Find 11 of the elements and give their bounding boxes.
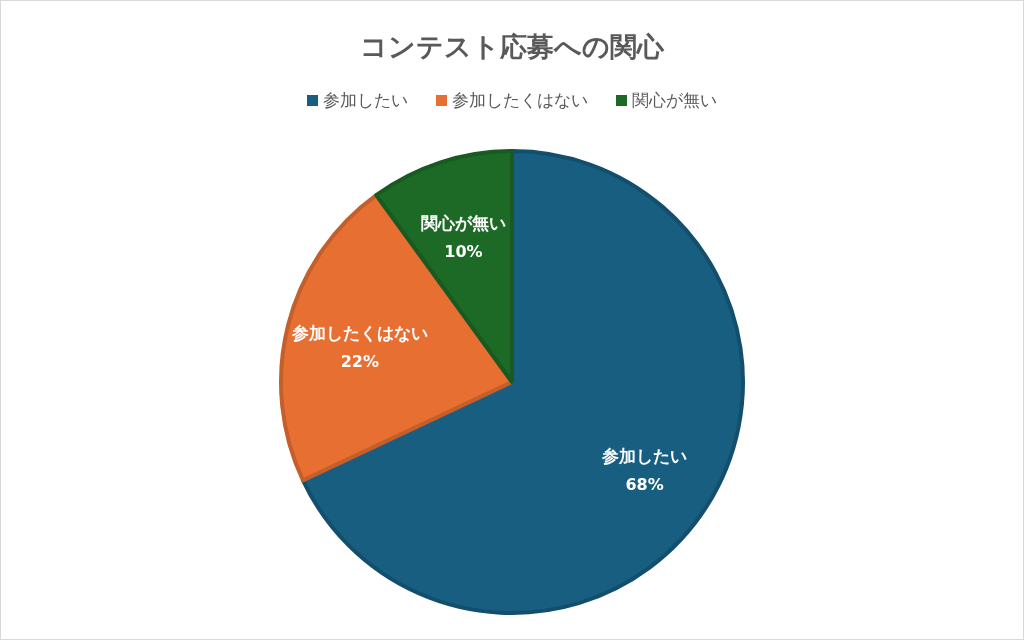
data-label: 68% [625, 475, 664, 495]
chart-title: コンテスト応募への関心 [360, 31, 665, 62]
slice-label: 参加したい [601, 446, 688, 467]
slice-label: 関心が無い [420, 212, 506, 233]
legend-label: 関心が無い [632, 90, 717, 110]
legend-label: 参加したくはない [452, 90, 588, 110]
legend-label: 参加したい [323, 90, 408, 110]
pie-slice [279, 193, 514, 483]
data-label: 10% [444, 241, 483, 261]
data-label: 22% [340, 351, 379, 371]
slice-label: 参加したくはない [290, 322, 428, 343]
